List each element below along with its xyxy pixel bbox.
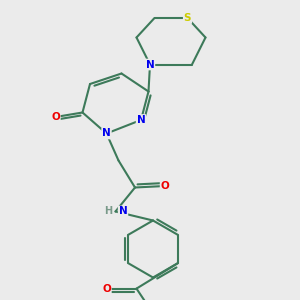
Text: S: S <box>184 13 191 23</box>
Text: N: N <box>136 115 146 125</box>
Text: H: H <box>104 206 112 217</box>
Text: O: O <box>51 112 60 122</box>
Text: O: O <box>160 181 169 191</box>
Text: O: O <box>102 284 111 294</box>
Text: N: N <box>146 59 154 70</box>
Text: N: N <box>118 206 127 217</box>
Text: N: N <box>102 128 111 139</box>
